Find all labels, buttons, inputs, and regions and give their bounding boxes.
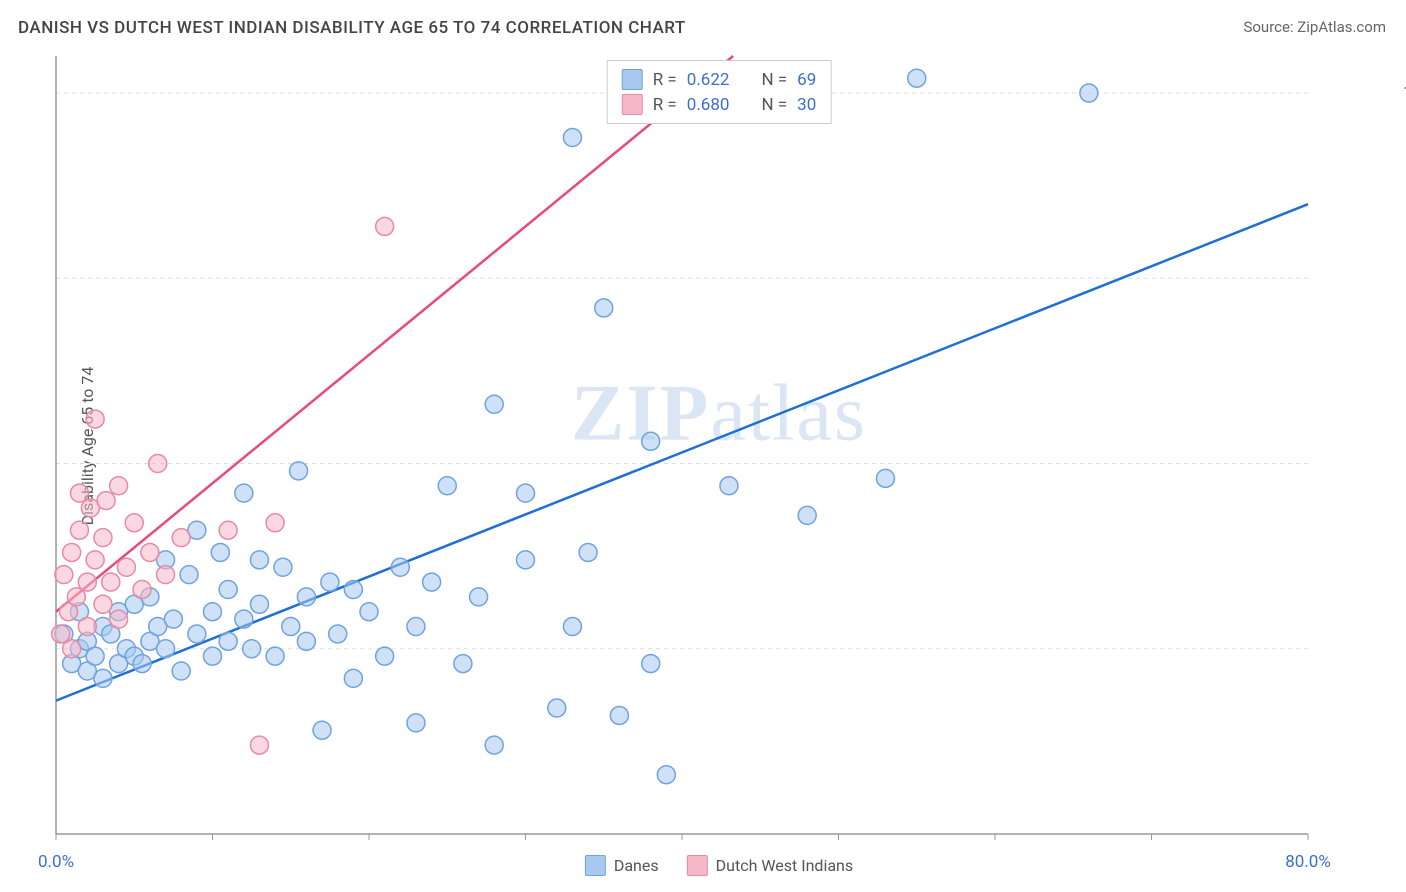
r-value-danes: 0.622 xyxy=(687,70,730,90)
swatch-danes xyxy=(585,855,606,876)
legend-label-dwi: Dutch West Indians xyxy=(716,856,854,875)
n-value-dwi: 30 xyxy=(797,95,816,115)
correlation-legend: R = 0.622 N = 69 R = 0.680 N = 30 xyxy=(607,60,832,124)
chart-title: DANISH VS DUTCH WEST INDIAN DISABILITY A… xyxy=(18,18,686,38)
correlation-row-danes: R = 0.622 N = 69 xyxy=(622,67,817,92)
n-label: N = xyxy=(761,70,787,90)
n-label: N = xyxy=(761,95,787,115)
r-label: R = xyxy=(653,95,677,115)
swatch-dwi xyxy=(687,855,708,876)
source-label: Source: ZipAtlas.com xyxy=(1243,18,1386,36)
correlation-row-dwi: R = 0.680 N = 30 xyxy=(622,92,817,117)
x-tick-label: 80.0% xyxy=(1285,852,1331,872)
x-tick-label: 0.0% xyxy=(38,852,74,872)
swatch-dwi xyxy=(622,94,643,115)
legend-item-danes: Danes xyxy=(585,855,659,876)
r-label: R = xyxy=(653,70,677,90)
series-legend: Danes Dutch West Indians xyxy=(585,855,853,876)
legend-label-danes: Danes xyxy=(614,856,659,875)
r-value-dwi: 0.680 xyxy=(687,95,730,115)
scatter-plot xyxy=(50,52,1388,840)
chart-area: ZIPatlas R = 0.622 N = 69 R = 0.680 N = … xyxy=(50,52,1388,840)
legend-item-dwi: Dutch West Indians xyxy=(687,855,854,876)
swatch-danes xyxy=(622,69,643,90)
n-value-danes: 69 xyxy=(797,70,816,90)
